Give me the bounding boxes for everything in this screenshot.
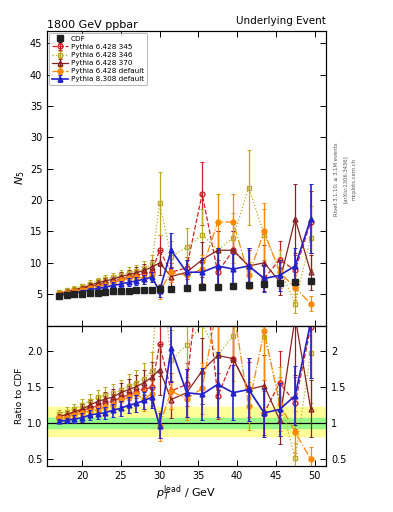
Text: Underlying Event: Underlying Event — [236, 16, 326, 26]
Text: Rivet 3.1.10; ≥ 3.1M events: Rivet 3.1.10; ≥ 3.1M events — [334, 142, 338, 216]
Text: mcplots.cern.ch: mcplots.cern.ch — [351, 158, 356, 200]
Legend: CDF, Pythia 6.428 345, Pythia 6.428 346, Pythia 6.428 370, Pythia 6.428 default,: CDF, Pythia 6.428 345, Pythia 6.428 346,… — [50, 33, 147, 86]
Text: [arXiv:1306.3436]: [arXiv:1306.3436] — [343, 155, 347, 203]
Y-axis label: Ratio to CDF: Ratio to CDF — [15, 368, 24, 424]
X-axis label: $p_T^{\rm lead}$ / GeV: $p_T^{\rm lead}$ / GeV — [156, 483, 217, 503]
Bar — [47, 407, 326, 436]
Y-axis label: $N_5$: $N_5$ — [13, 171, 27, 185]
Text: 1800 GeV ppbar: 1800 GeV ppbar — [47, 20, 138, 30]
Bar — [47, 418, 326, 428]
